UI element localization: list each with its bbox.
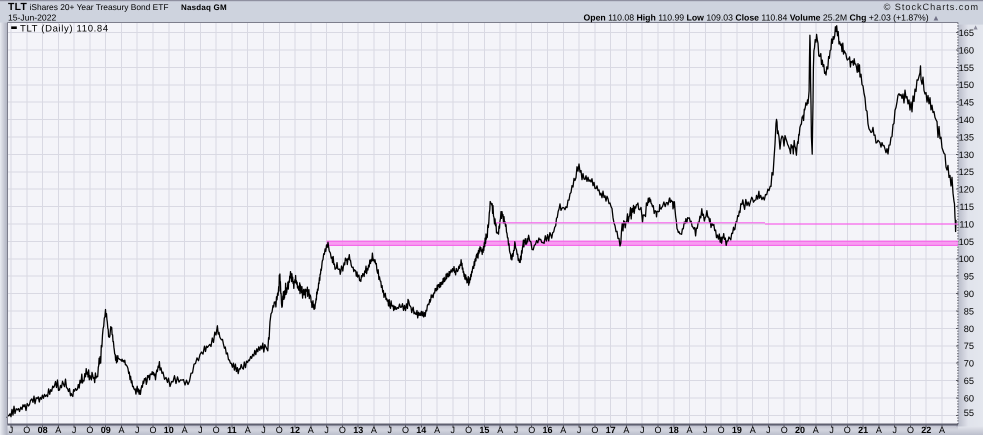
svg-text:J: J	[72, 425, 77, 435]
svg-text:A: A	[876, 425, 882, 435]
svg-text:J: J	[766, 425, 771, 435]
svg-text:iShares 20+ Year Treasury Bond: iShares 20+ Year Treasury Bond ETF	[30, 2, 169, 12]
svg-text:A: A	[434, 425, 440, 435]
svg-text:O: O	[528, 425, 535, 435]
svg-text:145: 145	[959, 98, 974, 108]
svg-text:O: O	[149, 425, 156, 435]
svg-text:A: A	[939, 425, 945, 435]
svg-text:75: 75	[964, 341, 974, 351]
svg-text:A: A	[245, 425, 251, 435]
svg-text:O: O	[402, 425, 409, 435]
svg-text:TLT: TLT	[8, 2, 28, 13]
svg-text:© StockCharts.com: © StockCharts.com	[884, 2, 979, 12]
svg-text:20: 20	[795, 425, 805, 435]
svg-text:10: 10	[164, 425, 174, 435]
svg-text:115: 115	[959, 202, 974, 212]
svg-text:O: O	[465, 425, 472, 435]
svg-text:O: O	[718, 425, 725, 435]
svg-text:165: 165	[959, 28, 974, 38]
svg-text:O: O	[591, 425, 598, 435]
svg-text:J: J	[324, 425, 329, 435]
svg-text:O: O	[339, 425, 346, 435]
svg-text:90: 90	[964, 289, 974, 299]
svg-text:A: A	[118, 425, 124, 435]
svg-text:A: A	[182, 425, 188, 435]
svg-text:150: 150	[959, 80, 974, 90]
svg-text:155: 155	[959, 63, 974, 73]
svg-text:O: O	[213, 425, 220, 435]
svg-text:▲: ▲	[932, 14, 940, 23]
svg-text:Nasdaq GM: Nasdaq GM	[181, 3, 227, 12]
svg-text:▲: ▲	[972, 25, 979, 32]
svg-text:J: J	[514, 425, 519, 435]
svg-text:125: 125	[959, 167, 974, 177]
svg-text:65: 65	[964, 376, 974, 386]
svg-text:O: O	[654, 425, 661, 435]
svg-text:J: J	[135, 425, 140, 435]
svg-text:70: 70	[964, 359, 974, 369]
svg-text:55: 55	[964, 408, 974, 418]
svg-text:A: A	[560, 425, 566, 435]
svg-text:J: J	[261, 425, 266, 435]
svg-text:J: J	[387, 425, 392, 435]
svg-text:A: A	[813, 425, 819, 435]
svg-text:100: 100	[959, 254, 974, 264]
svg-text:22: 22	[921, 425, 931, 435]
svg-text:95: 95	[964, 272, 974, 282]
svg-text:J: J	[703, 425, 708, 435]
svg-text:11: 11	[227, 425, 237, 435]
svg-text:140: 140	[959, 115, 974, 125]
svg-text:160: 160	[959, 45, 974, 55]
svg-text:A: A	[308, 425, 314, 435]
svg-text:TLT (Daily) 110.84: TLT (Daily) 110.84	[20, 24, 109, 35]
svg-text:A: A	[623, 425, 629, 435]
svg-text:12: 12	[290, 425, 300, 435]
svg-text:O: O	[276, 425, 283, 435]
svg-text:13: 13	[353, 425, 363, 435]
svg-text:16: 16	[542, 425, 552, 435]
svg-text:O: O	[86, 425, 93, 435]
svg-text:O: O	[844, 425, 851, 435]
svg-text:J: J	[451, 425, 456, 435]
svg-text:O: O	[907, 425, 914, 435]
svg-text:A: A	[55, 425, 61, 435]
svg-text:135: 135	[959, 132, 974, 142]
svg-text:120: 120	[959, 185, 974, 195]
svg-text:60: 60	[964, 393, 974, 403]
svg-text:J: J	[892, 425, 897, 435]
svg-text:15: 15	[479, 425, 489, 435]
svg-text:A: A	[686, 425, 692, 435]
svg-text:08: 08	[38, 425, 48, 435]
svg-text:O: O	[781, 425, 788, 435]
svg-text:J: J	[198, 425, 203, 435]
svg-text:18: 18	[669, 425, 679, 435]
svg-text:80: 80	[964, 324, 974, 334]
svg-text:19: 19	[732, 425, 742, 435]
svg-text:J: J	[829, 425, 834, 435]
svg-text:105: 105	[959, 237, 974, 247]
svg-text:J: J	[640, 425, 645, 435]
svg-text:21: 21	[858, 425, 868, 435]
svg-text:A: A	[371, 425, 377, 435]
svg-text:J: J	[9, 425, 14, 435]
svg-text:Open 110.08 High 110.99 Low 10: Open 110.08 High 110.99 Low 109.03 Close…	[584, 13, 929, 23]
svg-text:A: A	[750, 425, 756, 435]
svg-text:17: 17	[606, 425, 616, 435]
svg-text:130: 130	[959, 150, 974, 160]
svg-text:O: O	[23, 425, 30, 435]
svg-text:J: J	[577, 425, 582, 435]
svg-text:15-Jun-2022: 15-Jun-2022	[8, 13, 56, 23]
svg-text:85: 85	[964, 306, 974, 316]
svg-text:09: 09	[101, 425, 111, 435]
svg-text:14: 14	[416, 425, 426, 435]
svg-text:110: 110	[959, 219, 974, 229]
svg-text:A: A	[497, 425, 503, 435]
